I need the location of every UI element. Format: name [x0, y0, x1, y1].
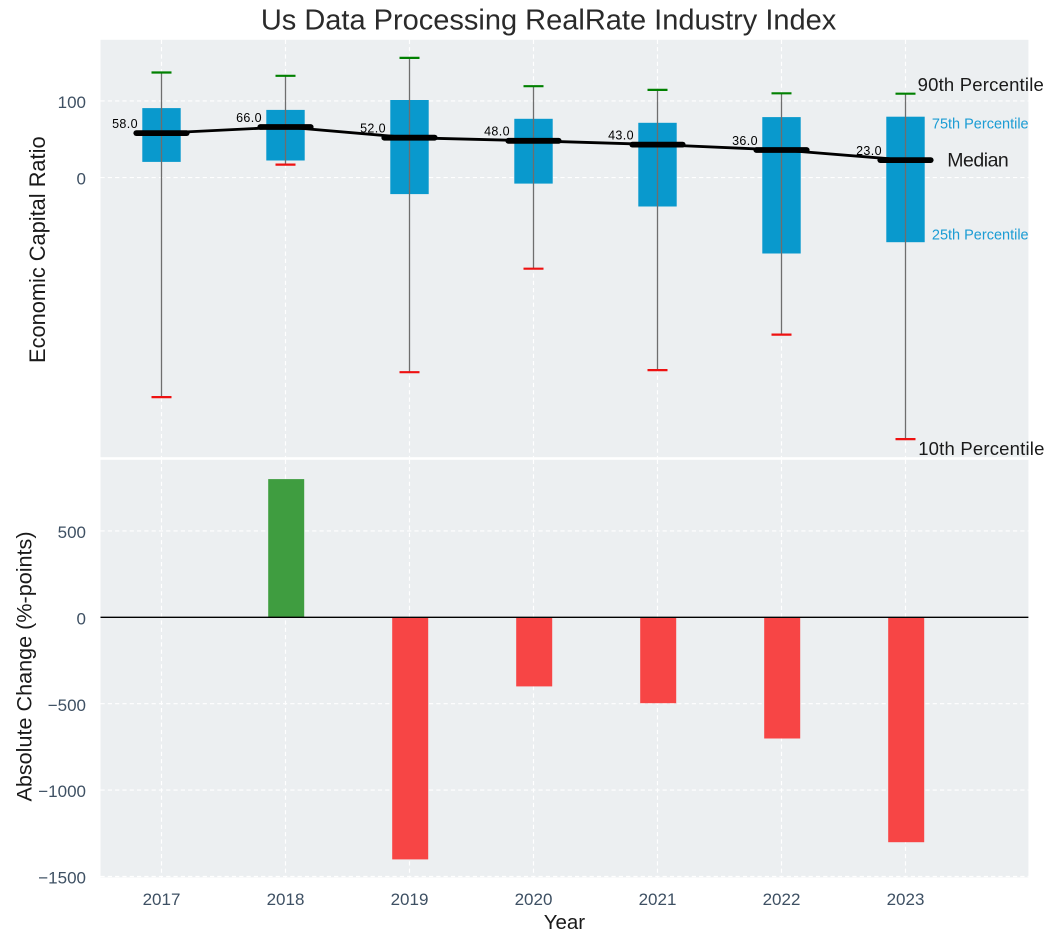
svg-text:0: 0 — [77, 170, 86, 189]
svg-text:2020: 2020 — [515, 890, 553, 909]
svg-text:52.0: 52.0 — [360, 122, 386, 136]
svg-text:0: 0 — [77, 609, 86, 628]
svg-text:2022: 2022 — [763, 890, 801, 909]
svg-text:2023: 2023 — [887, 890, 925, 909]
svg-text:36.0: 36.0 — [732, 134, 758, 148]
svg-text:2018: 2018 — [267, 890, 305, 909]
svg-text:Median: Median — [947, 150, 1008, 172]
svg-text:2017: 2017 — [143, 890, 181, 909]
svg-text:10th Percentile: 10th Percentile — [918, 438, 1044, 459]
svg-text:−500: −500 — [48, 696, 86, 715]
svg-text:100: 100 — [58, 93, 86, 112]
svg-text:90th Percentile: 90th Percentile — [918, 74, 1044, 95]
svg-text:−1000: −1000 — [38, 782, 86, 801]
svg-text:2019: 2019 — [391, 890, 429, 909]
svg-text:Us Data Processing RealRate In: Us Data Processing RealRate Industry Ind… — [261, 5, 837, 37]
svg-text:Absolute Change (%-points): Absolute Change (%-points) — [12, 531, 37, 801]
svg-text:75th Percentile: 75th Percentile — [932, 117, 1029, 133]
svg-text:66.0: 66.0 — [236, 111, 262, 125]
svg-text:Economic Capital Ratio: Economic Capital Ratio — [25, 136, 50, 363]
svg-text:2021: 2021 — [639, 890, 677, 909]
svg-text:500: 500 — [58, 523, 86, 542]
svg-text:48.0: 48.0 — [484, 125, 510, 139]
svg-text:43.0: 43.0 — [608, 128, 634, 142]
svg-text:Year: Year — [544, 911, 586, 934]
svg-text:23.0: 23.0 — [856, 144, 882, 158]
svg-text:25th Percentile: 25th Percentile — [932, 227, 1029, 243]
svg-text:−1500: −1500 — [38, 869, 86, 888]
svg-text:58.0: 58.0 — [112, 117, 138, 131]
